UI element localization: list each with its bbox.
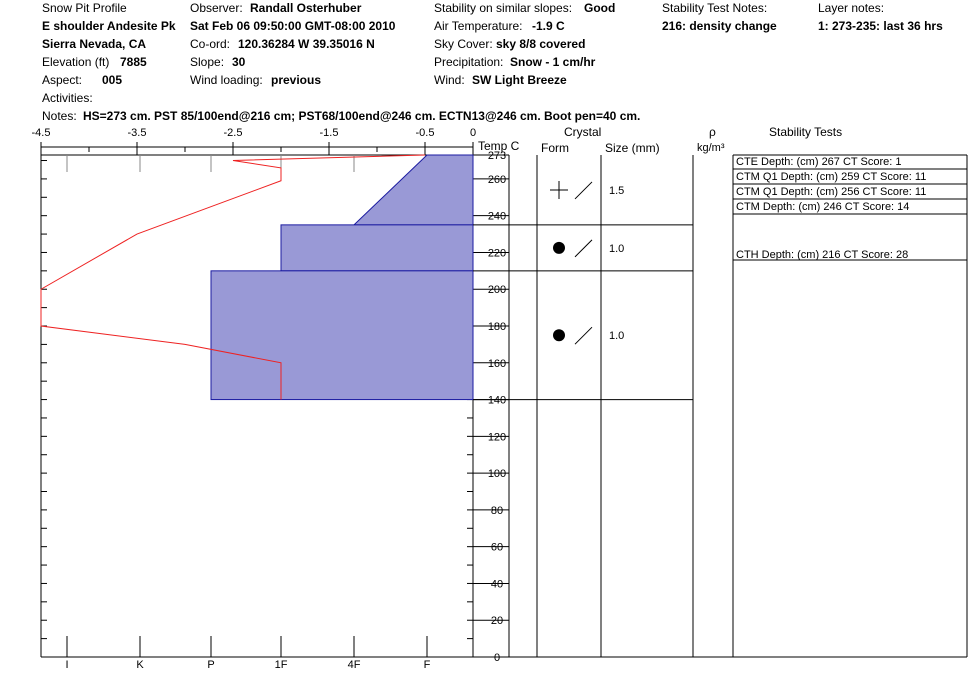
wind-loading-label: Wind loading: [190, 73, 263, 87]
crystal-size-1: 1.0 [609, 243, 624, 255]
observer-label: Observer: [190, 1, 243, 15]
depth-tick-label-9: 180 [488, 321, 506, 333]
crystal-size-2: 1.0 [609, 330, 624, 342]
temperature-profile [40, 154, 426, 400]
coord-label: Co-ord: [190, 37, 231, 51]
temp-tick-label-1: -3.5 [128, 127, 147, 139]
density-unit: kg/m³ [697, 142, 725, 154]
hardness-label-3: 1F [275, 659, 288, 671]
wind-label: Wind: [434, 73, 465, 87]
stability-test-notes-value: 216: density change [662, 19, 777, 33]
depth-tick-label-10: 200 [488, 284, 506, 296]
density-symbol: ρ [709, 125, 716, 139]
hardness-layer-2 [210, 270, 474, 401]
notes-label: Notes: [42, 109, 77, 123]
notes-value: HS=273 cm. PST 85/100end@216 cm; PST68/1… [83, 109, 641, 123]
crystal-dot-icon [553, 241, 565, 254]
hardness-label-0: I [65, 659, 68, 671]
slope-label: Slope: [190, 55, 225, 69]
crystal-size-0: 1.5 [609, 185, 624, 197]
stability-test-1: CTM Q1 Depth: (cm) 259 CT Score: 11 [736, 171, 926, 183]
depth-tick-label-14: 273 [488, 150, 506, 162]
observation-datetime: Sat Feb 06 09:50:00 GMT-08:00 2010 [190, 19, 396, 33]
crystal-column-header: Crystal [564, 125, 602, 139]
location-name: E shoulder Andesite Pk [42, 19, 176, 33]
temperature-line [40, 154, 426, 400]
sky-cover-label: Sky Cover: [434, 37, 493, 51]
aspect-label: Aspect: [42, 73, 83, 87]
size-column-header: Size (mm) [605, 141, 660, 155]
depth-tick-label-0: 0 [494, 652, 500, 664]
depth-tick-label-6: 120 [488, 431, 506, 443]
activities-label: Activities: [42, 91, 93, 105]
depth-tick-label-7: 140 [488, 395, 506, 407]
elevation-label: Elevation (ft) [42, 55, 110, 69]
aspect-value: 005 [102, 73, 123, 87]
hardness-layer-0 [352, 154, 474, 226]
stability-label: Stability on similar slopes: [434, 1, 573, 15]
air-temp-value: -1.9 C [532, 19, 565, 33]
temp-tick-label-5: 0 [470, 127, 476, 139]
crystal-slash-icon [574, 181, 593, 200]
depth-tick-label-3: 60 [491, 542, 503, 554]
depth-tick-label-8: 160 [488, 358, 506, 370]
coord-value: 120.36284 W 39.35016 N [238, 37, 375, 51]
stability-test-0: CTE Depth: (cm) 267 CT Score: 1 [736, 156, 901, 168]
hardness-layers [210, 154, 474, 401]
hardness-label-2: P [207, 659, 214, 671]
wind-loading-value: previous [271, 73, 322, 87]
stability-tests-panel: CTE Depth: (cm) 267 CT Score: 1 CTM Q1 De… [733, 154, 968, 658]
hardness-label-4: 4F [348, 659, 361, 671]
form-column-header: Form [541, 141, 569, 155]
temp-tick-label-4: -0.5 [416, 127, 435, 139]
hardness-label-1: K [136, 659, 144, 671]
wind-value: SW Light Breeze [472, 73, 567, 87]
stability-test-3: CTM Depth: (cm) 246 CT Score: 14 [736, 201, 909, 213]
crystal-table: 1.5 1.0 1.0 [473, 155, 734, 658]
pit-profile-title: Snow Pit Profile [42, 1, 127, 15]
temp-tick-label-2: -2.5 [224, 127, 243, 139]
depth-tick-label-13: 260 [488, 174, 506, 186]
crystal-slash-icon [574, 239, 593, 258]
crystal-dot-icon [553, 329, 565, 342]
region-name: Sierra Nevada, CA [42, 37, 147, 51]
depth-tick-label-2: 40 [491, 578, 503, 590]
depth-tick-label-12: 240 [488, 211, 506, 223]
precipitation-value: Snow - 1 cm/hr [510, 55, 596, 69]
temp-tick-label-3: -1.5 [320, 127, 339, 139]
stability-test-2: CTM Q1 Depth: (cm) 256 CT Score: 11 [736, 186, 926, 198]
layer-notes-value: 1: 273-235: last 36 hrs [818, 19, 943, 33]
slope-value: 30 [232, 55, 246, 69]
temp-tick-label-0: -4.5 [32, 127, 51, 139]
depth-tick-label-4: 80 [491, 505, 503, 517]
sky-cover-value: sky 8/8 covered [496, 37, 586, 51]
observer-value: Randall Osterhuber [250, 1, 362, 15]
depth-tick-label-1: 20 [491, 615, 503, 627]
hardness-layer-1 [280, 224, 474, 272]
layer-notes-label: Layer notes: [818, 1, 885, 15]
hardness-label-5: F [424, 659, 431, 671]
stability-value: Good [584, 1, 616, 15]
precipitation-label: Precipitation: [434, 55, 504, 69]
air-temp-label: Air Temperature: [434, 19, 523, 33]
temp-column-header: Temp C [478, 139, 520, 153]
elevation-value: 7885 [120, 55, 147, 69]
crystal-slash-icon [574, 326, 593, 345]
stability-tests-header: Stability Tests [769, 125, 843, 139]
depth-tick-label-5: 100 [488, 468, 506, 480]
stability-test-4: CTH Depth: (cm) 216 CT Score: 28 [736, 249, 908, 261]
stability-test-notes-label: Stability Test Notes: [662, 1, 768, 15]
depth-tick-label-11: 220 [488, 247, 506, 259]
